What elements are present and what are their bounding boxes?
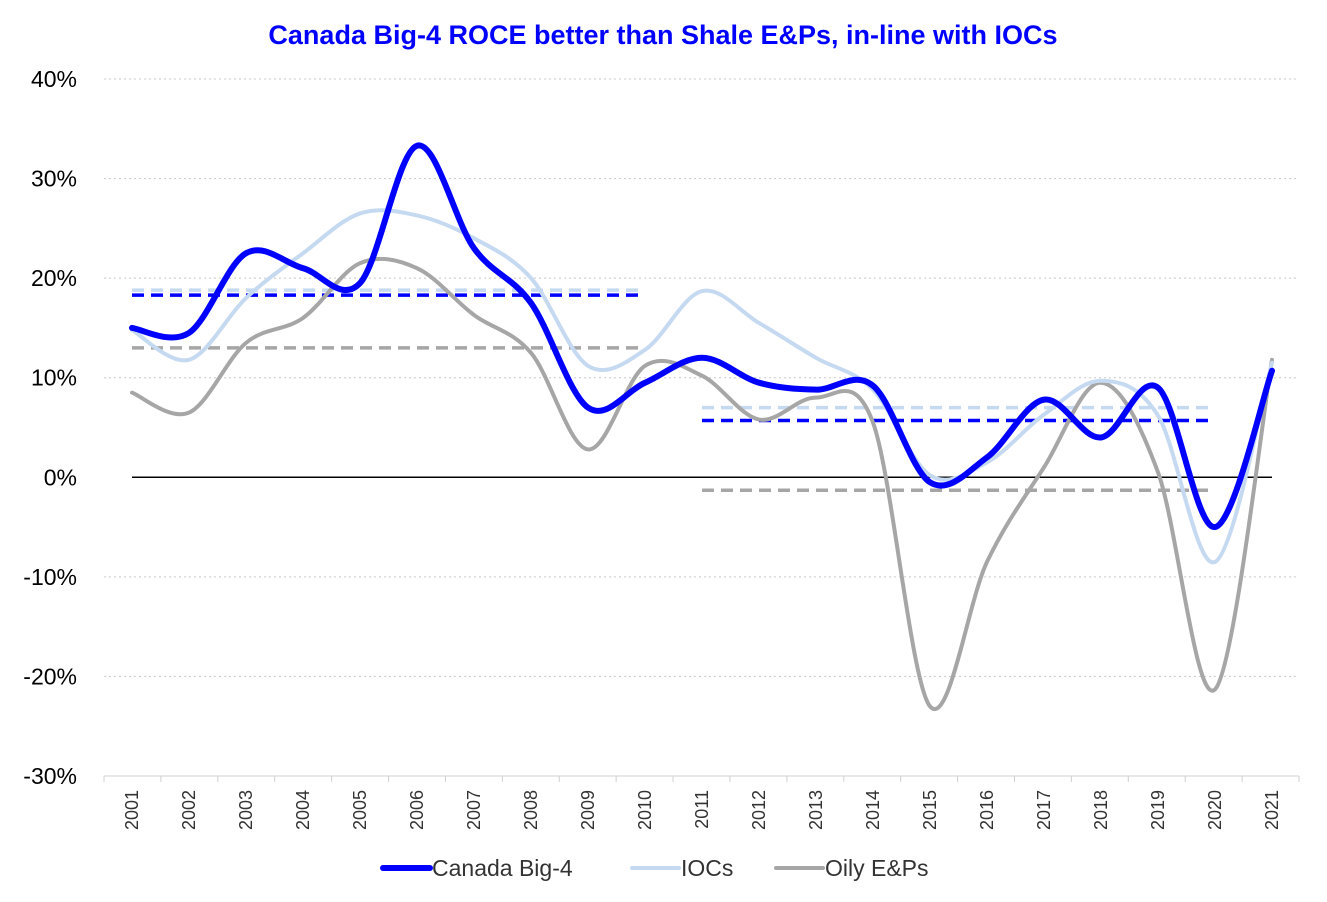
series-line-iocs xyxy=(130,208,1274,564)
x-tick-label: 2015 xyxy=(920,790,940,830)
x-tick-label: 2019 xyxy=(1148,790,1168,830)
series-lines xyxy=(129,142,1275,712)
legend-label: IOCs xyxy=(681,855,733,881)
x-tick-label: 2017 xyxy=(1034,790,1054,830)
y-tick-label: -30% xyxy=(23,763,77,789)
x-tick-label: 2012 xyxy=(749,790,769,830)
y-tick-label: -10% xyxy=(23,564,77,590)
gridlines xyxy=(103,78,1300,782)
x-tick-label: 2004 xyxy=(293,790,313,830)
y-tick-label: 0% xyxy=(44,464,77,490)
y-tick-label: 20% xyxy=(31,265,77,291)
x-tick-label: 2016 xyxy=(977,790,997,830)
chart-title: Canada Big-4 ROCE better than Shale E&Ps… xyxy=(268,20,1057,50)
y-tick-label: 10% xyxy=(31,365,77,391)
x-axis-tick-labels: 2001 2002 2003 2004 2005 2006 2007 2008 2009 2010… xyxy=(122,790,1282,830)
legend-label: Canada Big-4 xyxy=(432,855,573,881)
x-tick-label: 2008 xyxy=(521,790,541,830)
x-tick-label: 2003 xyxy=(236,790,256,830)
x-tick-label: 2002 xyxy=(179,790,199,830)
x-tick-label: 2011 xyxy=(692,790,712,829)
legend: Canada Big-4 IOCs Oily E&Ps xyxy=(380,855,929,881)
x-tick-label: 2020 xyxy=(1205,790,1225,830)
x-tick-label: 2013 xyxy=(806,790,826,830)
x-tick-label: 2009 xyxy=(578,790,598,830)
x-tick-label: 2005 xyxy=(350,790,370,830)
series-line-oily-e-ps xyxy=(130,256,1274,712)
y-tick-label: 40% xyxy=(31,66,77,92)
x-tick-label: 2006 xyxy=(407,790,427,830)
x-tick-label: 2014 xyxy=(863,790,883,830)
x-tick-label: 2021 xyxy=(1262,790,1282,830)
x-tick-label: 2001 xyxy=(122,790,142,830)
series-line-canada-big-4 xyxy=(129,142,1275,531)
x-tick-label: 2010 xyxy=(635,790,655,830)
y-tick-label: 30% xyxy=(31,166,77,192)
y-tick-label: -20% xyxy=(23,663,77,689)
legend-label: Oily E&Ps xyxy=(825,855,929,881)
y-axis-tick-labels: 40% 30% 20% 10% 0% -10% -20% -30% xyxy=(23,66,77,789)
x-tick-label: 2007 xyxy=(464,790,484,830)
x-tick-label: 2018 xyxy=(1091,790,1111,830)
